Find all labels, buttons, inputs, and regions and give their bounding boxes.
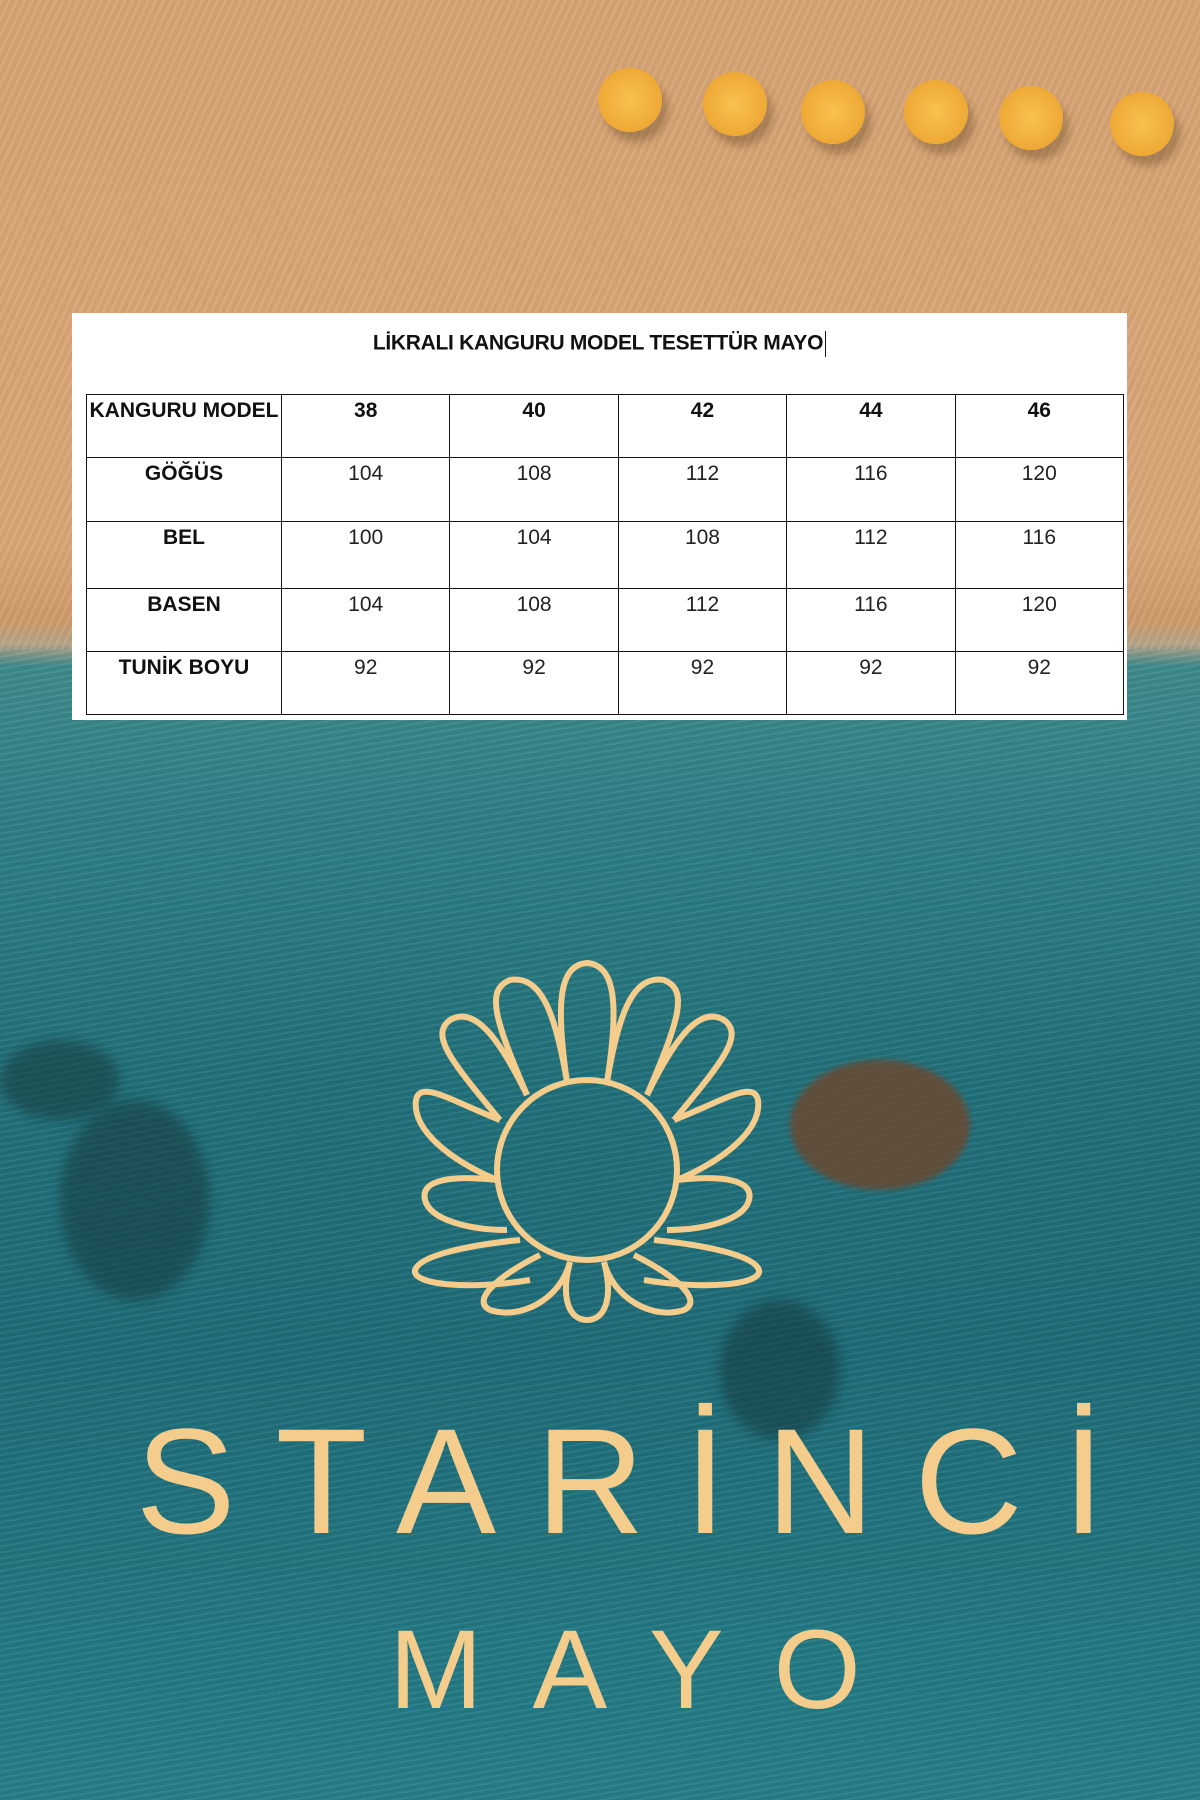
table-cell: 92 [617,651,788,715]
row-label: GÖĞÜS [86,457,282,522]
beach-umbrella [904,80,968,144]
water-texture [0,650,1200,1800]
header-cell: 44 [786,394,956,458]
shell-petal [439,1013,530,1122]
table-cell: 112 [617,457,788,522]
shell-petal [644,1013,735,1122]
table-cell: 116 [954,521,1125,589]
header-cell: 46 [954,394,1125,458]
table-cell: 92 [954,651,1125,715]
table-cell: 120 [954,588,1125,652]
table-cell: 92 [786,651,956,715]
brand-name: STARİNCİ [135,1397,1145,1565]
shell-base [563,1261,611,1323]
size-chart-title: LİKRALI KANGURU MODEL TESETTÜR MAYO [72,331,1127,357]
table-cell: 108 [449,457,619,522]
table-row: BASEN 104 108 112 116 120 [86,588,1125,652]
shell-petal [557,960,617,1083]
beach-umbrella [1110,92,1174,156]
table-cell: 100 [280,521,451,589]
shell-petal [672,1088,762,1183]
pearl-circle [494,1077,680,1263]
table-cell: 108 [449,588,619,652]
beach-umbrella [703,72,767,136]
table-cell: 116 [786,457,956,522]
table-cell: 104 [449,521,619,589]
table-row: TUNİK BOYU 92 92 92 92 92 [86,651,1125,715]
table-row: GÖĞÜS 104 108 112 116 120 [86,457,1125,522]
row-label: BASEN [86,588,282,652]
text-caret [825,331,827,357]
title-text: LİKRALI KANGURU MODEL TESETTÜR MAYO [372,331,824,355]
shell-petal [493,976,570,1097]
size-table: KANGURU MODEL 38 40 42 44 46 GÖĞÜS 104 1… [86,394,1125,715]
shell-base [601,1252,694,1316]
table-cell: 104 [280,457,451,522]
table-cell: 92 [449,651,619,715]
beach-umbrella [801,80,865,144]
shell-petal [421,1175,508,1233]
shell-base [412,1237,531,1289]
shell-base [643,1237,762,1289]
rock [0,1040,120,1120]
table-cell: 116 [786,588,956,652]
table-header-row: KANGURU MODEL 38 40 42 44 46 [86,394,1125,458]
beach-umbrella [999,86,1063,150]
beach-umbrella [598,68,662,132]
rock [60,1100,210,1300]
rock [720,1300,840,1440]
brand-subtitle: MAYO [389,1607,911,1732]
table-row: BEL 100 104 108 112 116 [86,521,1125,589]
table-cell: 92 [280,651,451,715]
shell-base [480,1252,573,1316]
table-cell: 108 [617,521,788,589]
rock [790,1060,970,1190]
table-cell: 104 [280,588,451,652]
shell-petal [412,1088,502,1183]
row-label: BEL [86,521,282,589]
row-label: TUNİK BOYU [86,651,282,715]
header-cell: 40 [449,394,619,458]
header-cell: 42 [617,394,788,458]
shell-petal [604,976,681,1097]
size-chart-card: LİKRALI KANGURU MODEL TESETTÜR MAYO KANG… [72,313,1127,720]
shell-petal [666,1175,753,1233]
